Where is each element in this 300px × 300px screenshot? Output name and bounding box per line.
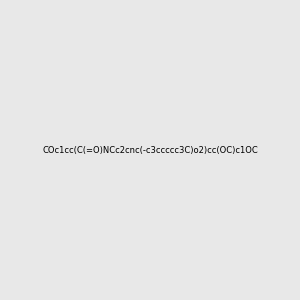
Text: COc1cc(C(=O)NCc2cnc(-c3ccccc3C)o2)cc(OC)c1OC: COc1cc(C(=O)NCc2cnc(-c3ccccc3C)o2)cc(OC)… [42,146,258,154]
